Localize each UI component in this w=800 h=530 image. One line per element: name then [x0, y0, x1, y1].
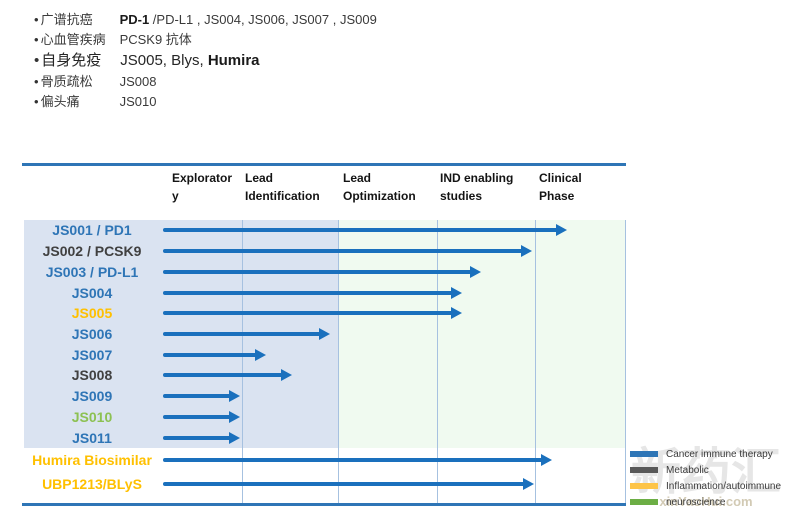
progress-arrow-head: [541, 453, 552, 466]
row-label-js005: JS005: [71, 305, 113, 322]
progress-arrow-shaft: [163, 332, 321, 336]
legend-label: Cancer immune therapy: [666, 448, 773, 460]
bullet-value-segment: JS010: [119, 94, 157, 109]
phase-header-ind-enabling: IND enabling studies: [440, 171, 514, 203]
bullet-marker: •: [34, 74, 39, 89]
bullet-value-segment: JS008: [119, 74, 157, 89]
bullet-value: JS005, Blys, Humira: [120, 50, 259, 72]
row-label-js004: JS004: [71, 284, 113, 301]
bullet-term: 广谱抗癌: [40, 12, 93, 27]
legend-item-cancer-immune-therapy: Cancer immune therapy: [630, 448, 781, 460]
progress-arrow-shaft: [163, 414, 231, 419]
row-label-js003: JS003 / PD-L1: [45, 263, 139, 280]
legend-label: Inflammation/autoimmune: [666, 480, 782, 492]
progress-arrow-head: [521, 245, 532, 258]
bullet-term: 心血管疾病: [40, 32, 106, 47]
row-label-js008: JS008: [71, 367, 113, 384]
legend-item-neuroscience: neuroscience: [630, 496, 781, 508]
bullet-value: JS008: [120, 72, 157, 92]
row-label-humira: Humira Biosimilar: [32, 451, 152, 468]
row-label-js010: JS010: [71, 408, 113, 425]
bullet-value-segment: PD-1: [119, 12, 150, 27]
progress-arrow-shaft: [163, 435, 231, 440]
progress-arrow-head: [451, 286, 462, 299]
progress-arrow-shaft: [163, 482, 525, 486]
phase-gridline: [625, 220, 626, 503]
progress-arrow-shaft: [163, 249, 523, 254]
row-label-js006: JS006: [71, 326, 113, 342]
chart-bottom-rule: [22, 503, 626, 506]
progress-arrow-head: [319, 328, 330, 340]
progress-arrow-head: [229, 390, 240, 403]
progress-arrow-head: [255, 348, 266, 361]
bullet-value-segment: /PD-L1 , JS004, JS006, JS007 , JS009: [149, 12, 377, 27]
bullet-line-2: • 心血管疾病 PCSK9 抗体: [34, 30, 377, 50]
legend-label: Metabolic: [666, 464, 709, 476]
phase-gridline: [535, 220, 536, 503]
bullet-line-5: • 偏头痛 JS010: [34, 92, 377, 112]
progress-arrow-shaft: [163, 352, 257, 357]
progress-arrow-head: [556, 224, 567, 237]
legend-swatch: [630, 451, 658, 457]
row-label-js002: JS002 / PCSK9: [42, 243, 142, 260]
progress-arrow-shaft: [163, 228, 558, 233]
bullet-marker: •: [34, 12, 39, 27]
progress-arrow-shaft: [163, 394, 231, 399]
legend: Cancer immune therapy Metabolic Inflammati…: [630, 448, 782, 515]
progress-arrow-shaft: [163, 311, 453, 316]
progress-arrow-head: [281, 369, 292, 382]
row-label-js011: JS011: [72, 429, 112, 446]
bullet-marker: •: [34, 94, 39, 109]
summary-bullet-list: • 广谱抗癌 PD-1 /PD-L1 , JS004, JS006, JS007 ,…: [34, 10, 377, 112]
row-label-ubp1213blys: UBP1213/BLyS: [42, 476, 142, 492]
row-label-js009: JS009: [71, 388, 113, 405]
bullet-term: 骨质疏松: [40, 74, 93, 89]
bullet-value-segment: JS005, Blys,: [120, 52, 208, 69]
progress-arrow-head: [470, 265, 481, 278]
bullet-line-1: • 广谱抗癌 PD-1 /PD-L1 , JS004, JS006, JS007 ,…: [34, 10, 377, 30]
chart-top-rule: [22, 163, 626, 166]
progress-arrow-head: [229, 431, 240, 444]
progress-arrow-head: [523, 478, 534, 490]
phase-gridline: [437, 220, 438, 503]
bullet-value-segment: Humira: [207, 52, 260, 69]
row-label-js001: JS001 / PD1: [52, 222, 132, 239]
progress-arrow-shaft: [163, 269, 472, 274]
row-label-js007: JS007: [71, 346, 113, 363]
progress-arrow-head: [451, 307, 462, 320]
phase-header-lead-optimization: Lead Optimization: [343, 171, 416, 203]
bullet-term: 自身免疫: [41, 52, 102, 69]
phase-header-clinical-phase: Clinical Phase: [539, 171, 582, 203]
bullet-line-4: • 骨质疏松 JS008: [34, 72, 377, 92]
legend-swatch: [630, 467, 658, 473]
legend-item-inflammation-autoimmune: Inflammation/autoimmune: [630, 480, 782, 492]
bullet-term: 偏头痛: [40, 94, 80, 109]
progress-arrow-shaft: [163, 290, 453, 295]
bullet-value: PCSK9 抗体: [120, 30, 192, 50]
progress-arrow-shaft: [163, 457, 543, 462]
bullet-value-segment: PCSK9 抗体: [119, 32, 192, 47]
legend-swatch: [630, 499, 658, 505]
legend-swatch: [630, 483, 658, 489]
phase-header-exploratory: Exploratory: [172, 171, 233, 203]
bullet-line-3: • 自身免疫 JS005, Blys, Humira: [34, 50, 377, 72]
phase-header-lead-identification: Lead Identification: [245, 171, 320, 203]
bullet-value: JS010: [120, 92, 157, 112]
progress-arrow-head: [229, 410, 240, 423]
bullet-marker: •: [34, 32, 39, 47]
phase-gridline: [338, 220, 339, 503]
progress-arrow-shaft: [163, 373, 283, 378]
development-stage-background: [338, 220, 625, 448]
bullet-value: PD-1 /PD-L1 , JS004, JS006, JS007 , JS00…: [120, 10, 377, 30]
phase-gridline: [242, 220, 243, 503]
legend-item-metabolic: Metabolic: [630, 464, 781, 476]
legend-label: neuroscience: [666, 496, 726, 508]
bullet-marker: •: [34, 52, 40, 69]
